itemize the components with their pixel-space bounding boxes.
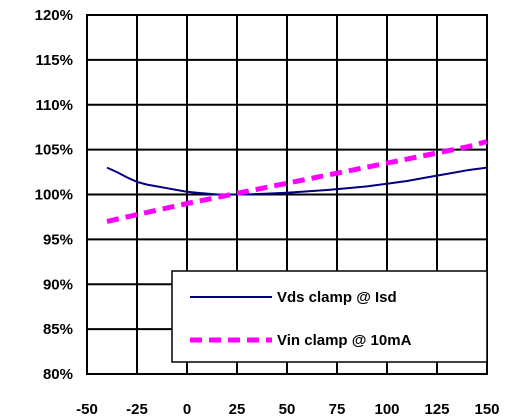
series-line-vds-clamp	[106, 166, 488, 196]
y-tick-label: 95%	[43, 231, 73, 248]
y-tick-label: 90%	[43, 276, 73, 293]
legend-box	[171, 270, 488, 363]
x-tick-label: 0	[183, 401, 191, 418]
legend: Vds clamp @ Isd Vin clamp @ 10mA	[171, 270, 488, 363]
series-line-vin-clamp	[106, 139, 488, 224]
x-tick-label: 125	[424, 401, 449, 418]
x-axis-tick-labels: -50 -25 0 25 50 75 100 125 150	[76, 401, 499, 418]
plot-area-border	[86, 14, 488, 375]
x-tick-label: 100	[374, 401, 399, 418]
y-tick-label: 105%	[35, 142, 73, 159]
y-axis-tick-labels: 80% 85% 90% 95% 100% 105% 110% 115% 120%	[35, 7, 73, 383]
y-tick-label: 115%	[35, 52, 73, 69]
y-tick-label: 80%	[43, 366, 73, 383]
x-tick-label: 50	[279, 401, 296, 418]
x-tick-label: 75	[329, 401, 346, 418]
x-tick-label: -25	[126, 401, 148, 418]
y-tick-label: 120%	[35, 7, 73, 24]
x-tick-label: 150	[474, 401, 499, 418]
legend-label-vds-clamp: Vds clamp @ Isd	[277, 289, 397, 306]
legend-label-vin-clamp: Vin clamp @ 10mA	[277, 332, 412, 349]
x-tick-label: 25	[229, 401, 246, 418]
y-tick-label: 100%	[35, 187, 73, 204]
y-tick-label: 110%	[35, 97, 73, 114]
x-tick-label: -50	[76, 401, 98, 418]
series-lines	[106, 139, 488, 224]
y-tick-label: 85%	[43, 321, 73, 338]
